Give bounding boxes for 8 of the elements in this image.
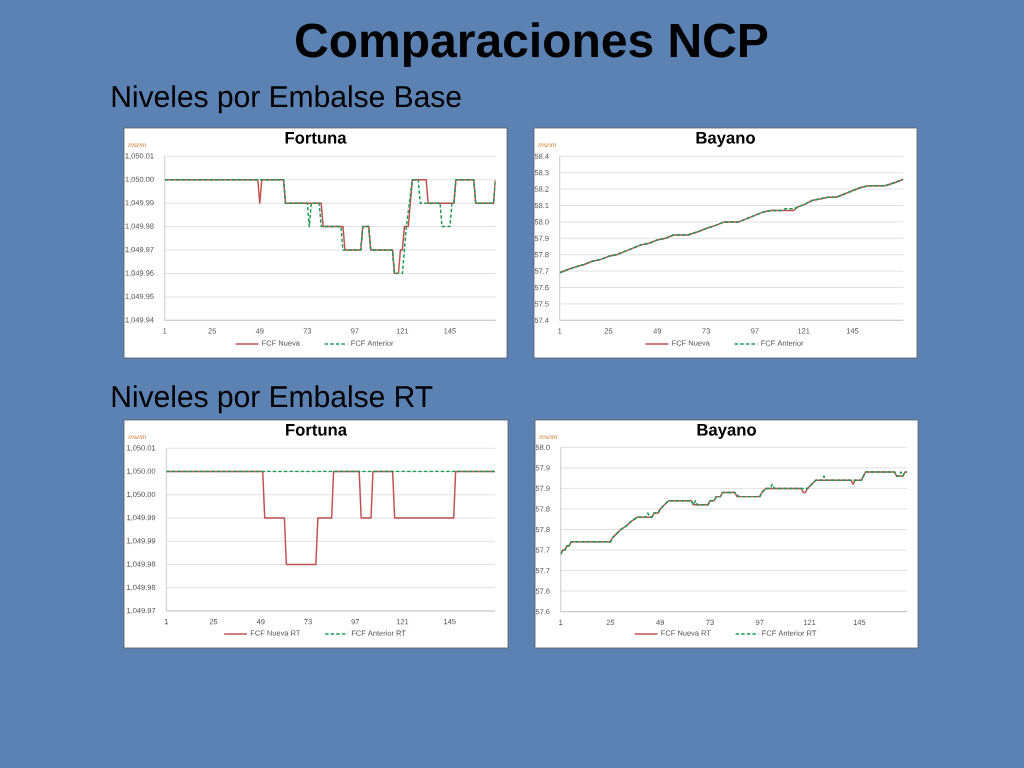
text: Niveles por Embalse Base: [112, 85, 461, 114]
chart-title: Fortuna: [285, 132, 347, 144]
chart-title: Fortuna: [286, 424, 348, 436]
line-series: [164, 178, 496, 275]
text: Comparaciones NCP: [296, 22, 768, 67]
chart-title: Bayano: [697, 424, 756, 439]
text: Niveles por Embalse RT: [112, 385, 433, 414]
chart-title: Bayano: [696, 132, 755, 147]
